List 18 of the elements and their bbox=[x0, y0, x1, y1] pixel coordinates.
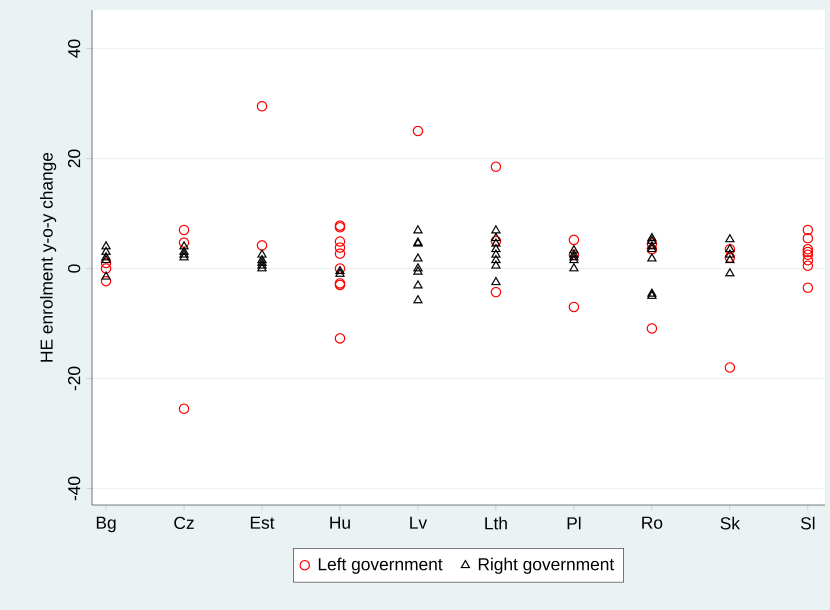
x-tick-label: Lth bbox=[485, 516, 507, 530]
y-tick-label: 40 bbox=[68, 40, 80, 58]
x-tick-label: Sl bbox=[800, 516, 814, 530]
y-tick-label: -40 bbox=[68, 476, 80, 500]
x-tick-label: Bg bbox=[96, 516, 116, 532]
x-tick-label: Hu bbox=[330, 516, 350, 529]
y-tick-label: -20 bbox=[68, 366, 80, 390]
x-tick-label: Pl bbox=[568, 516, 580, 530]
x-tick-label: Cz bbox=[174, 516, 194, 530]
x-tick-label: Sk bbox=[720, 516, 740, 530]
y-axis-title: HE enrolment y-o-y change bbox=[40, 152, 56, 362]
x-tick-label: Est bbox=[250, 516, 274, 529]
y-tick-label: 0 bbox=[68, 264, 80, 273]
x-tick-label: Ro bbox=[642, 516, 662, 529]
legend-label: Left government bbox=[318, 558, 443, 574]
y-tick-label: 20 bbox=[68, 150, 80, 168]
legend-label: Right government bbox=[478, 558, 614, 574]
x-tick-label: Lv bbox=[410, 516, 428, 529]
